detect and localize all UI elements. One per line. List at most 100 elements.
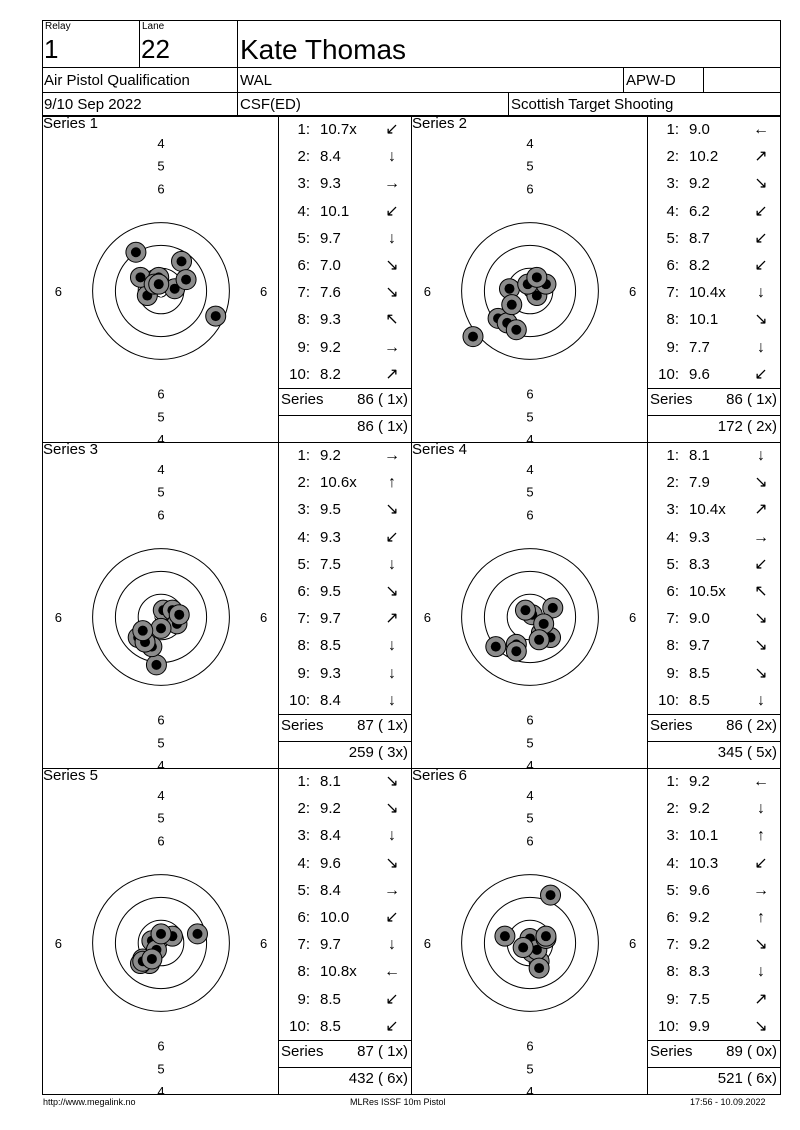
ring-label: 7 — [526, 364, 533, 379]
shot-direction-arrow-icon: ↓ — [757, 691, 765, 709]
ring-label: 6 — [157, 833, 164, 848]
ring-label: 7 — [157, 1016, 164, 1031]
shot-direction-arrow-icon: ↙ — [754, 854, 768, 872]
shot-number: 9: — [666, 338, 679, 356]
ring-label: 8 — [583, 284, 590, 299]
shot-score: 9.2 — [689, 175, 710, 193]
series-title: Series 3 — [43, 441, 99, 458]
shot-direction-arrow-icon: ↖ — [754, 583, 768, 600]
shot-direction-arrow-icon: ↓ — [757, 963, 765, 981]
ring-label: 6 — [424, 936, 431, 951]
shot-row: 4: 6.2 ↙ — [651, 198, 778, 225]
target-ring-8 — [92, 874, 230, 1012]
shot-score: 10.0 — [320, 909, 350, 926]
country-code: WAL — [240, 72, 272, 89]
shot-score: 7.6 — [320, 284, 341, 302]
shot-number: 1: — [297, 121, 310, 138]
shot-row: 5: 8.4 → — [282, 877, 409, 904]
ring-label: 6 — [526, 713, 533, 728]
shot-number: 7: — [666, 610, 679, 628]
shot-number: 1: — [666, 447, 679, 464]
shot-number: 8: — [297, 637, 310, 655]
shot-row: 5: 9.7 ↓ — [282, 225, 409, 252]
shot-direction-arrow-icon: ↗ — [385, 365, 399, 383]
shot-row: 4: 9.3 ↙ — [282, 524, 409, 551]
shot-score: 10.1 — [689, 827, 719, 845]
series-total-label: Series — [650, 1043, 693, 1060]
series-total-value: 87 ( 1x) — [357, 1043, 408, 1060]
shot-number: 8: — [666, 963, 679, 981]
shot-score: 8.3 — [689, 963, 710, 981]
shot-number: 4: — [297, 202, 310, 220]
ring-label: 7 — [157, 204, 164, 219]
shot-score: 8.4 — [320, 881, 341, 899]
shot-score: 8.1 — [689, 447, 710, 464]
ring-label: 4 — [157, 462, 164, 477]
target-ring-8 — [92, 548, 230, 686]
ring-label: 6 — [260, 284, 267, 299]
cumulative-total-value: 172 ( 2x) — [717, 418, 777, 435]
shot-score: 10.1 — [320, 202, 350, 220]
lane-value: 22 — [141, 34, 170, 64]
shot-score: 9.7 — [320, 610, 341, 628]
target-ring-8 — [92, 222, 230, 360]
shot-number: 3: — [297, 827, 310, 845]
ring-label: 8 — [469, 610, 476, 625]
shot-list-panel — [647, 768, 781, 1095]
shot-score: 9.2 — [320, 447, 341, 464]
shot-number: 6: — [297, 909, 310, 926]
shot-number: 2: — [297, 474, 310, 492]
shot-number: 4: — [666, 202, 679, 220]
shot-direction-arrow-icon: ↘ — [385, 854, 399, 872]
shot-number: 5: — [297, 555, 310, 573]
series-title: Series 1 — [43, 115, 99, 132]
lane-label: Lane — [142, 21, 165, 32]
series-total-label: Series — [650, 717, 693, 734]
series-total-value: 86 ( 1x) — [726, 391, 777, 408]
ring-label: 6 — [526, 1039, 533, 1054]
shot-number: 1: — [297, 447, 310, 464]
header-divider — [42, 67, 781, 68]
shot-row: 1: 8.1 ↓ — [651, 442, 778, 469]
series-title: Series 6 — [412, 767, 468, 784]
class-code: APW-D — [626, 72, 676, 89]
ring-label: 8 — [583, 936, 590, 951]
shot-row: 3: 8.4 ↓ — [282, 822, 409, 849]
shot-score: 7.9 — [689, 474, 710, 492]
shot-score: 9.2 — [689, 800, 710, 818]
shot-row: 9: 7.7 ↓ — [651, 334, 778, 361]
shot-number: 3: — [666, 827, 679, 845]
ring-label: 7 — [157, 690, 164, 705]
shot-impact — [205, 305, 227, 327]
shot-impact — [150, 617, 172, 639]
shot-number: 7: — [666, 284, 679, 302]
shot-direction-arrow-icon: ↘ — [385, 800, 399, 818]
ring-label: 4 — [157, 788, 164, 803]
summary-divider — [278, 1040, 412, 1041]
shot-impact — [462, 326, 484, 348]
shot-direction-arrow-icon: ↘ — [754, 1017, 768, 1035]
shot-direction-arrow-icon: ↓ — [388, 637, 396, 655]
shot-score: 9.6 — [689, 365, 710, 383]
ring-label: 5 — [157, 735, 164, 750]
shot-row: 9: 7.5 ↗ — [651, 986, 778, 1013]
ring-label: 8 — [469, 936, 476, 951]
competition-date: 9/10 Sep 2022 — [44, 96, 142, 113]
shot-row: 6: 8.2 ↙ — [651, 252, 778, 279]
ring-label: 7 — [526, 530, 533, 545]
ring-label: 6 — [526, 833, 533, 848]
shot-score: 8.5 — [320, 1017, 341, 1035]
series-title: Series 2 — [412, 115, 468, 132]
shot-score: 8.5 — [689, 691, 710, 709]
shot-row: 8: 9.7 ↘ — [651, 632, 778, 659]
shot-direction-arrow-icon: ↘ — [754, 610, 768, 628]
ring-label: 7 — [447, 610, 454, 625]
shot-direction-arrow-icon: ↓ — [388, 691, 396, 709]
shot-score: 10.1 — [689, 311, 719, 329]
shot-direction-arrow-icon: ↘ — [754, 474, 768, 492]
shot-score: 9.5 — [320, 501, 341, 519]
shot-row: 4: 10.3 ↙ — [651, 850, 778, 877]
ring-label: 6 — [55, 936, 62, 951]
